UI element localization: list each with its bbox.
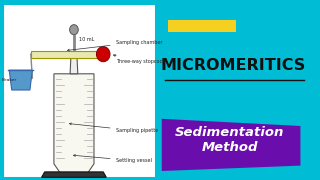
FancyBboxPatch shape	[3, 4, 156, 178]
Text: Sampling pipette: Sampling pipette	[69, 123, 158, 133]
Text: Sampling chamber: Sampling chamber	[68, 40, 162, 51]
FancyBboxPatch shape	[31, 51, 97, 58]
Polygon shape	[162, 119, 300, 171]
Polygon shape	[9, 70, 32, 90]
Text: Settling vessel: Settling vessel	[74, 154, 151, 163]
Polygon shape	[70, 54, 78, 74]
Text: Three-way stopcock: Three-way stopcock	[114, 55, 164, 64]
Text: Beaker: Beaker	[2, 78, 17, 82]
Polygon shape	[54, 74, 94, 173]
FancyBboxPatch shape	[168, 20, 236, 32]
Text: 10 mL: 10 mL	[79, 37, 94, 42]
Text: MICROMERITICS: MICROMERITICS	[160, 58, 305, 73]
Polygon shape	[42, 172, 106, 177]
Ellipse shape	[96, 47, 110, 62]
Ellipse shape	[70, 25, 78, 35]
Text: Sedimentation
Method: Sedimentation Method	[175, 126, 284, 154]
